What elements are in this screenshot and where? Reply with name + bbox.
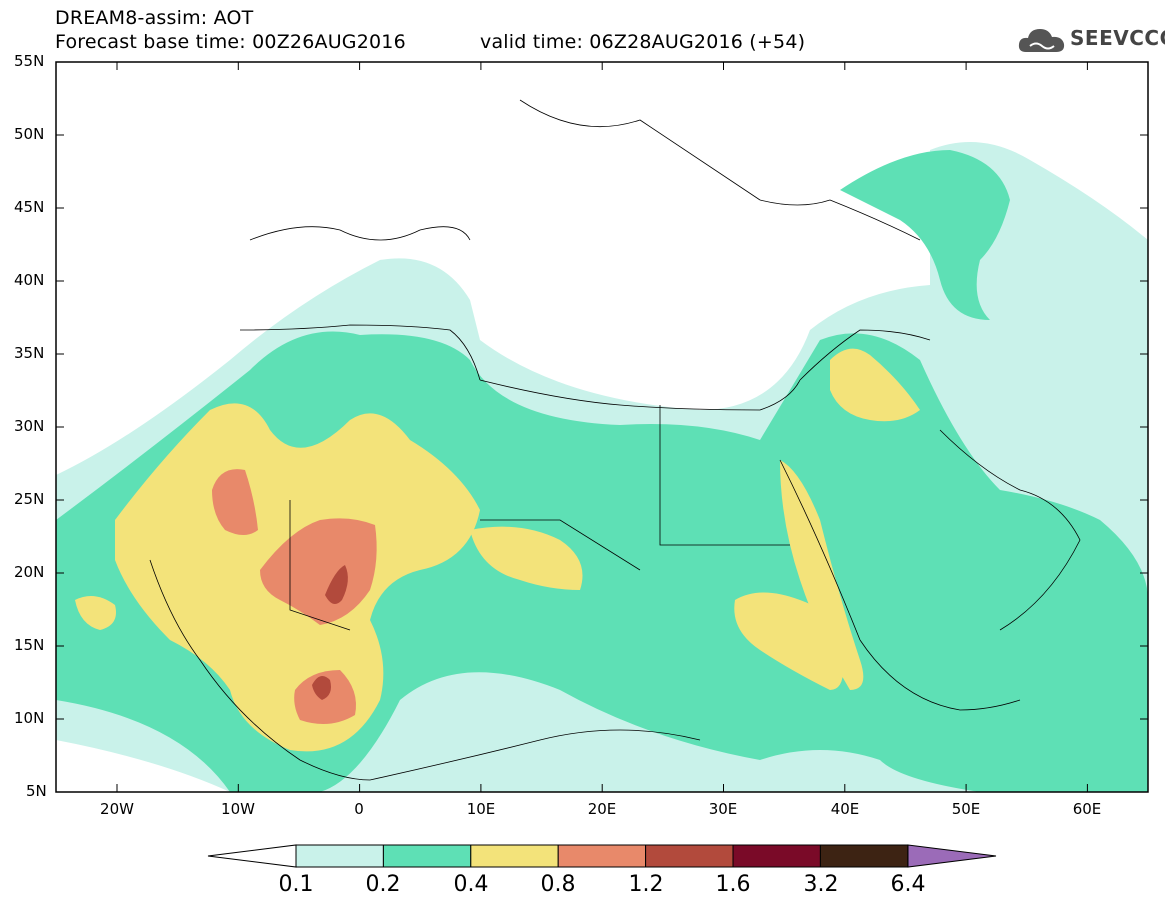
lon-label-10w: 10W [221,800,255,818]
lat-label-20n: 20N [14,563,45,581]
lon-label-60e: 60E [1072,800,1102,818]
colorbar-label-1.2: 1.2 [628,872,664,897]
lon-label-0: 0 [354,800,364,818]
lon-label-10e: 10E [466,800,496,818]
lat-label-15n: 15N [14,636,45,654]
colorbar-label-0.1: 0.1 [278,872,314,897]
lat-label-10n: 10N [14,709,45,727]
lon-label-20w: 20W [100,800,134,818]
seevccc-logo: SEEVCCC [1018,24,1165,58]
colorbar-label-3.2: 3.2 [803,872,839,897]
colorbar-swatch-0.8 [557,844,647,868]
forecast-base-time: Forecast base time: 00Z26AUG2016 [55,31,406,53]
lat-label-5n: 5N [26,782,47,800]
lon-label-50e: 50E [951,800,981,818]
colorbar-left-arrow [207,844,297,868]
aot-field-1.2 [325,565,348,604]
lat-label-35n: 35N [14,344,45,362]
colorbar-label-0.8: 0.8 [540,872,576,897]
colorbar-label-0.2: 0.2 [365,872,401,897]
lat-label-55n: 55N [14,52,45,70]
colorbar-swatch-1.2 [645,844,734,868]
colorbar-swatch-0.4 [470,844,559,868]
colorbar-label-6.4: 6.4 [890,872,926,897]
valid-time: valid time: 06Z28AUG2016 (+54) [480,31,806,53]
colorbar-label-1.6: 1.6 [715,872,751,897]
map-title: DREAM8-assim: AOT [55,7,254,29]
colorbar-swatch-1.6 [732,844,821,868]
colorbar-right-arrow [907,844,997,868]
lon-label-40e: 40E [830,800,860,818]
aot-field-0.8 [212,469,258,535]
colorbar-swatch-0.2 [382,844,472,868]
lon-label-20e: 20E [587,800,617,818]
cloud-icon [1018,29,1065,52]
lat-label-40n: 40N [14,271,45,289]
lat-label-50n: 50N [14,125,45,143]
lat-label-25n: 25N [14,490,45,508]
colorbar-label-0.4: 0.4 [453,872,489,897]
lat-label-30n: 30N [14,417,45,435]
logo-text: SEEVCCC [1070,26,1165,50]
lat-label-45n: 45N [14,198,45,216]
lon-label-30e: 30E [708,800,738,818]
colorbar-swatch-0.1 [295,844,384,868]
colorbar-swatch-3.2 [819,844,909,868]
